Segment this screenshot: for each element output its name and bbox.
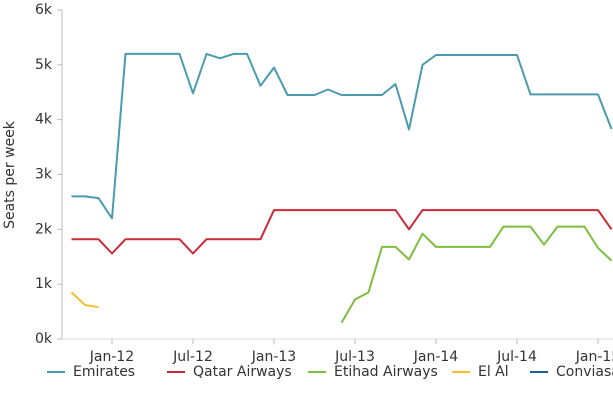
legend-label: Emirates: [73, 364, 135, 380]
legend-label: Etihad Airways: [334, 364, 438, 380]
line: [70, 291, 99, 309]
legend-label: El Al: [478, 364, 509, 380]
y-tick-label: 3k: [35, 167, 53, 183]
y-tick-label: 2k: [35, 221, 53, 237]
y-tick-label: 6k: [35, 2, 53, 18]
line: [71, 209, 613, 255]
x-tick-label: Jul-14: [496, 349, 537, 365]
x-tick-label: Jul-13: [334, 349, 375, 365]
legend-label: Qatar Airways: [193, 364, 292, 380]
x-tick-label: Jan-13: [251, 349, 296, 365]
x-tick-label: Jan-15: [575, 349, 613, 365]
y-axis-label: Seats per week: [2, 120, 18, 229]
legend-label: Conviasa: [556, 364, 613, 380]
y-tick-label: 5k: [35, 57, 53, 73]
y-tick-label: 0k: [35, 331, 53, 347]
x-tick-label: Jul-12: [172, 349, 213, 365]
y-tick-label: 1k: [35, 276, 53, 292]
x-tick-label: Jan-14: [413, 349, 459, 365]
y-tick-label: 4k: [35, 112, 53, 128]
line: [71, 52, 613, 220]
line: [340, 225, 613, 324]
x-tick-label: Jan-12: [89, 349, 134, 365]
